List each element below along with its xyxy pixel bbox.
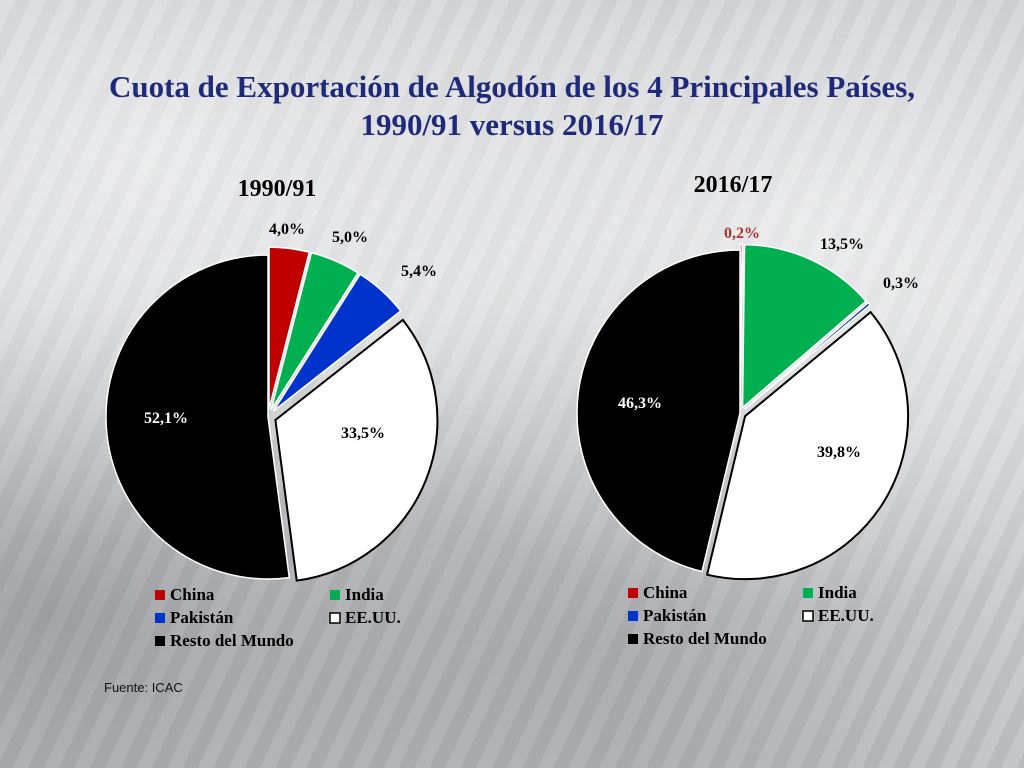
data-label-pakistan: 5,4% — [401, 263, 437, 280]
slide-title-line-2: 1990/91 versus 2016/17 — [360, 107, 664, 142]
pie-chart-2016-17: 2016/17 0,2% 13,5% 0,3% 39,8% 46,3% China India… — [576, 172, 919, 648]
legend-label: EE.UU. — [818, 606, 874, 625]
legend-item-india: India — [330, 585, 384, 604]
pie-slice-india — [741, 243, 868, 410]
legend-label: Resto del Mundo — [643, 629, 767, 648]
data-label-pakistan: 0,3% — [883, 275, 919, 292]
pie-slice-pakistan — [272, 273, 402, 412]
legend-label: China — [643, 583, 688, 602]
chart-subtitle: 2016/17 — [694, 172, 773, 198]
data-label-india: 13,5% — [820, 236, 864, 253]
legend-item-pakistan: Pakistán — [628, 606, 707, 625]
pie-slice-pakistan — [744, 301, 872, 410]
legend-item-resto-del-mundo: Resto del Mundo — [628, 629, 767, 648]
legend-item-china: China — [155, 585, 215, 604]
slide-title: Cuota de Exportación de Algodón de los 4… — [0, 68, 1024, 144]
legend-label: Pakistán — [643, 606, 707, 625]
pie-slice-resto-del-mundo — [105, 254, 291, 580]
pie-slice-ee-uu — [705, 310, 910, 581]
pie-slice-india — [270, 251, 360, 411]
legend-item-ee-uu: EE.UU. — [329, 608, 401, 627]
data-label-resto-del-mundo: 46,3% — [618, 395, 662, 412]
data-label-resto-del-mundo: 52,1% — [144, 410, 188, 427]
legend-swatch — [628, 611, 638, 621]
legend-swatch — [329, 612, 341, 624]
data-label-ee-uu: 39,8% — [817, 444, 861, 461]
legend-swatch — [330, 590, 340, 600]
legend-item-resto-del-mundo: Resto del Mundo — [155, 631, 294, 650]
source-note: Fuente: ICAC — [104, 680, 183, 695]
legend-item-china: China — [628, 583, 688, 602]
legend-item-pakistan: Pakistán — [155, 608, 234, 627]
legend-swatch — [628, 588, 638, 598]
legend-label: EE.UU. — [345, 608, 401, 627]
data-label-ee-uu: 33,5% — [341, 425, 385, 442]
data-label-china: 4,0% — [269, 221, 305, 238]
legend-label: China — [170, 585, 215, 604]
data-label-china: 0,2% — [724, 225, 760, 242]
chart-subtitle: 1990/91 — [238, 176, 317, 202]
legend-swatch — [155, 590, 165, 600]
pie-slice-resto-del-mundo — [576, 249, 741, 573]
pie-slice-china — [268, 246, 311, 410]
legend-swatch — [802, 610, 814, 622]
legend-label: India — [345, 585, 384, 604]
legend-swatch — [803, 588, 813, 598]
legend-label: India — [818, 583, 857, 602]
pie-chart-1990-91: 1990/91 4,0% 5,0% 5,4% 33,5% 52,1% China India P… — [105, 176, 439, 650]
legend-item-india: India — [803, 583, 857, 602]
chart-legend: China India Pakistán EE.UU. Resto del Mundo — [628, 583, 874, 648]
slide-title-line-1: Cuota de Exportación de Algodón de los 4… — [108, 69, 916, 104]
data-label-india: 5,0% — [332, 229, 368, 246]
legend-label: Pakistán — [170, 608, 234, 627]
legend-item-ee-uu: EE.UU. — [802, 606, 874, 625]
legend-swatch — [628, 634, 638, 644]
legend-swatch — [155, 613, 165, 623]
pie-slice-ee-uu — [274, 318, 439, 582]
chart-legend: China India Pakistán EE.UU. Resto del Mundo — [155, 585, 401, 650]
legend-label: Resto del Mundo — [170, 631, 294, 650]
legend-swatch — [155, 636, 165, 646]
